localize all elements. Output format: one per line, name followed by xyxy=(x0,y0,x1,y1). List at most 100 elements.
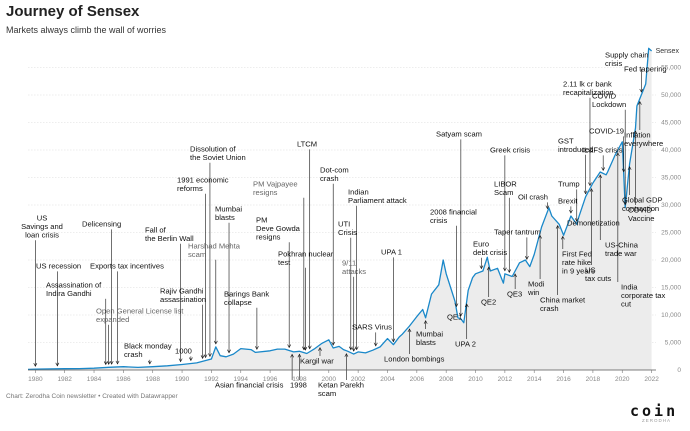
annotation-arrowhead xyxy=(486,266,491,271)
x-tick-label: 1990 xyxy=(175,376,190,383)
annotation: Dot-com crash xyxy=(320,166,349,346)
annotation-arrowhead xyxy=(464,303,469,308)
annotation: Harshad Mehta scam xyxy=(188,242,241,345)
annotation-label: Assassination of Indira Gandhi xyxy=(46,281,102,298)
annotation-arrowhead xyxy=(545,205,550,210)
x-tick-label: 2010 xyxy=(468,376,483,383)
x-tick-label: 1994 xyxy=(234,376,249,383)
annotation-arrowhead xyxy=(109,360,114,365)
annotation: Greek crisis xyxy=(490,146,530,272)
sensex-line: Sensex xyxy=(27,47,679,371)
x-tick-label: 2002 xyxy=(351,376,366,383)
annotation-arrowhead xyxy=(458,312,463,317)
annotation: PM Deve Gowda resigns xyxy=(256,216,301,349)
annotation: UTI Crisis xyxy=(338,220,357,351)
annotation-label: Dot-com crash xyxy=(320,166,349,183)
annotation: Euro debt crisis xyxy=(473,240,507,270)
annotation-label: Indian Parliament attack xyxy=(348,188,407,205)
annotation-label: Global GDP contraction xyxy=(622,196,663,213)
annotation: COVID Vaccine xyxy=(628,130,654,223)
annotation: Asian financial crisis xyxy=(215,353,294,390)
x-tick-label: 1992 xyxy=(204,376,219,383)
annotation-label: US tax cuts xyxy=(585,266,611,283)
annotation-label: UPA 1 xyxy=(381,248,402,257)
annotation-label: GST introduced xyxy=(558,137,593,154)
annotation: Fall of the Berlin Wall xyxy=(145,226,194,363)
annotation-arrowhead xyxy=(200,355,205,359)
annotation-label: Asian financial crisis xyxy=(215,381,284,390)
annotation-label: Demonetization xyxy=(567,219,620,228)
annotation: 2.11 lk cr bank recapitalization xyxy=(563,80,614,187)
annotation-arrowhead xyxy=(589,188,594,192)
annotation-arrowhead xyxy=(479,265,484,270)
annotation: GST introduced xyxy=(558,137,593,195)
axes: 0 5,000 10,000 15,000 20,000 25,000 30,000 35,0… xyxy=(28,65,681,383)
annotation-arrowhead xyxy=(147,360,152,365)
annotation-label: Barings Bank collapse xyxy=(224,290,269,307)
annotation: Supply chain crisis xyxy=(605,51,648,93)
annotation-arrowhead xyxy=(318,347,322,351)
annotation-arrowhead xyxy=(454,303,459,308)
annotation-arrowhead xyxy=(569,209,573,214)
annotation-label: QE1 xyxy=(447,313,462,322)
annotation: QE2 xyxy=(481,266,496,307)
annotation: Mumbai blasts xyxy=(215,205,242,354)
annotation-label: Delicensing xyxy=(82,220,121,229)
annotation: US recession xyxy=(36,262,81,367)
x-tick-label: 2000 xyxy=(322,376,337,383)
x-tick-label: 1984 xyxy=(87,376,102,383)
annotation-arrowhead xyxy=(307,345,312,350)
x-tick-label: 2022 xyxy=(644,376,659,383)
annotation-label: 1991 economic reforms xyxy=(177,176,229,193)
annotation: India corporate tax cut xyxy=(615,152,666,308)
x-tick-label: 1996 xyxy=(263,376,278,383)
annotation-arrowhead xyxy=(354,346,359,351)
annotation-arrowhead xyxy=(351,347,356,352)
annotation-label: QE3 xyxy=(507,290,522,299)
annotation-label: Black monday crash xyxy=(124,342,172,359)
annotation-arrowhead xyxy=(55,362,60,367)
annotation-label: Inflation everywhere xyxy=(624,131,663,148)
annotation: SARS Virus xyxy=(352,323,392,347)
annotation-label: US-China trade war xyxy=(605,241,639,258)
annotation-label: Brexit xyxy=(558,197,578,206)
coin-logo: coin xyxy=(630,402,679,420)
annotation: US-China trade war xyxy=(598,174,639,258)
y-tick-label: 15,000 xyxy=(661,285,681,292)
annotation-arrowhead xyxy=(106,361,111,365)
annotation: Open General License list expanded xyxy=(96,307,184,365)
annotation-label: Greek crisis xyxy=(490,146,530,155)
annotation: Trump xyxy=(558,180,580,222)
annotation-arrowhead xyxy=(615,152,620,157)
annotation-label: 2.11 lk cr bank recapitalization xyxy=(563,80,614,97)
annotation-label: 2008 financial crisis xyxy=(430,208,477,225)
annotation-label: 9/11 attacks xyxy=(342,259,366,276)
annotation: QE3 xyxy=(507,273,522,299)
annotation: 2008 financial crisis xyxy=(430,208,477,308)
annotation: Modi win xyxy=(527,234,545,297)
annotation: Satyam scam xyxy=(436,130,482,317)
y-tick-label: 5,000 xyxy=(665,340,682,347)
annotation: 1000 xyxy=(175,347,193,362)
y-tick-label: 30,000 xyxy=(661,202,681,209)
annotation-label: China market crash xyxy=(540,296,586,313)
annotation-label: Kargil war xyxy=(300,357,334,366)
annotation-label: Oil crash xyxy=(518,193,548,202)
annotation-label: Satyam scam xyxy=(436,130,482,139)
annotation: Mumbai blasts xyxy=(416,320,443,347)
annotation: US Savings and loan crisis xyxy=(21,214,63,367)
x-tick-label: 2014 xyxy=(527,376,542,383)
annotation: London bombings xyxy=(384,328,445,364)
y-tick-label: 20,000 xyxy=(661,257,681,264)
annotation: 9/11 attacks xyxy=(342,259,366,352)
annotation-label: Open General License list expanded xyxy=(96,307,184,324)
annotation-arrowhead xyxy=(601,167,606,172)
annotation-label: Fall of the Berlin Wall xyxy=(145,226,194,243)
annotation-arrowhead xyxy=(213,340,218,345)
annotation: Delicensing xyxy=(82,220,121,365)
annotation-arrowhead xyxy=(331,341,336,346)
y-tick-label: 0 xyxy=(677,367,681,374)
y-tick-label: 10,000 xyxy=(661,312,681,319)
annotation-label: Fed tapering xyxy=(624,65,667,74)
